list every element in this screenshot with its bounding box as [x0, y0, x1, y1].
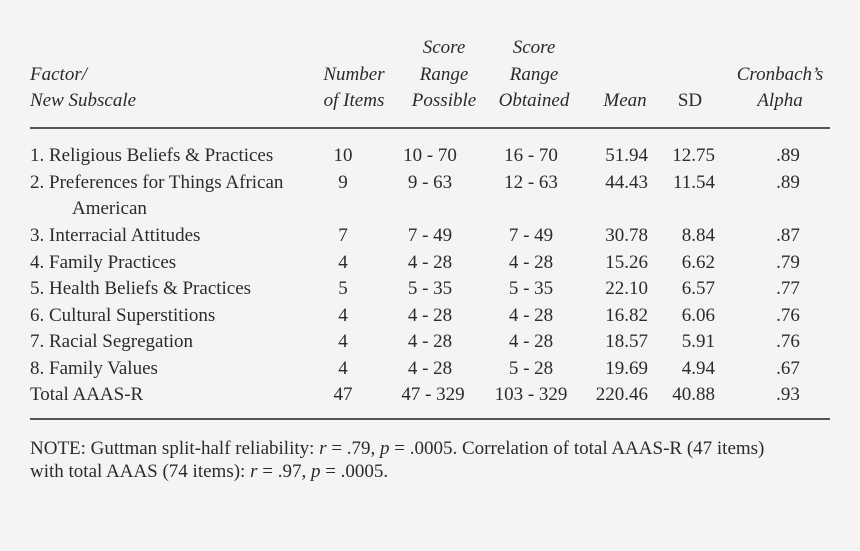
- row-mean: 19.69: [605, 358, 648, 379]
- row-possible: 47 - 329: [401, 384, 465, 405]
- row-possible: 7 - 49: [407, 225, 453, 246]
- row-obtained: 16 - 70: [504, 145, 558, 166]
- row-possible: 4 - 28: [407, 331, 453, 352]
- row-items: 47: [333, 384, 353, 405]
- bottom-rule: [30, 418, 830, 420]
- row-obtained: 5 - 35: [508, 278, 554, 299]
- row-sd: 6.62: [681, 252, 715, 273]
- row-items: 5: [338, 278, 348, 299]
- row-label: 1. Religious Beliefs & Practices: [30, 145, 274, 166]
- row-label-continued: American: [72, 198, 147, 219]
- row-obtained: 4 - 28: [508, 331, 554, 352]
- row-mean: 51.94: [605, 145, 648, 166]
- row-obtained: 5 - 28: [508, 358, 554, 379]
- header-possible-line1: Score: [422, 37, 466, 58]
- header-alpha-line1: Cronbach’s: [736, 64, 824, 85]
- row-mean: 30.78: [605, 225, 648, 246]
- header-obtained-line3: Obtained: [498, 90, 570, 111]
- row-label: 2. Preferences for Things African: [30, 172, 284, 193]
- row-obtained: 103 - 329: [494, 384, 568, 405]
- header-sd: SD: [677, 90, 703, 111]
- row-possible: 4 - 28: [407, 305, 453, 326]
- row-sd: 5.91: [681, 331, 715, 352]
- row-items: 4: [338, 305, 348, 326]
- header-alpha-line2: Alpha: [757, 90, 803, 111]
- row-alpha: .77: [776, 278, 800, 299]
- row-obtained: 7 - 49: [508, 225, 554, 246]
- row-items: 10: [333, 145, 353, 166]
- header-obtained-line1: Score: [512, 37, 556, 58]
- header-rule: [30, 127, 830, 129]
- row-label: 6. Cultural Superstitions: [30, 305, 216, 326]
- row-mean: 44.43: [605, 172, 648, 193]
- row-label: 4. Family Practices: [30, 252, 177, 273]
- row-mean: 22.10: [605, 278, 648, 299]
- header-mean: Mean: [603, 90, 647, 111]
- row-label: 3. Interracial Attitudes: [30, 225, 201, 246]
- row-items: 4: [338, 358, 348, 379]
- header-factor-line2: New Subscale: [30, 90, 137, 111]
- row-alpha: .87: [776, 225, 800, 246]
- header-items-line2: of Items: [323, 90, 385, 111]
- note-line-1: NOTE: Guttman split-half reliability: r …: [30, 438, 765, 459]
- row-possible: 4 - 28: [407, 358, 453, 379]
- row-obtained: 12 - 63: [504, 172, 558, 193]
- header-possible-line3: Possible: [411, 90, 477, 111]
- row-alpha: .89: [776, 172, 800, 193]
- row-sd: 4.94: [681, 358, 715, 379]
- row-mean: 15.26: [605, 252, 648, 273]
- header-obtained-line2: Range: [509, 64, 559, 85]
- row-label: 5. Health Beliefs & Practices: [30, 278, 252, 299]
- row-items: 9: [338, 172, 348, 193]
- row-alpha: .67: [776, 358, 800, 379]
- header-factor-line1: Factor/: [30, 64, 87, 85]
- row-items: 4: [338, 331, 348, 352]
- header-possible-line2: Range: [419, 64, 469, 85]
- row-obtained: 4 - 28: [508, 252, 554, 273]
- row-mean: 220.46: [595, 384, 648, 405]
- row-sd: 11.54: [672, 172, 715, 193]
- row-label: 8. Family Values: [30, 358, 158, 379]
- table-note: NOTE: Guttman split-half reliability: r …: [30, 437, 840, 483]
- row-alpha: .93: [776, 384, 800, 405]
- row-sd: 12.75: [672, 145, 715, 166]
- row-possible: 9 - 63: [407, 172, 453, 193]
- row-alpha: .79: [776, 252, 800, 273]
- row-possible: 5 - 35: [407, 278, 453, 299]
- row-sd: 8.84: [681, 225, 715, 246]
- note-line-2: with total AAAS (74 items): r = .97, p =…: [30, 461, 389, 482]
- row-possible: 4 - 28: [407, 252, 453, 273]
- row-items: 7: [338, 225, 348, 246]
- row-obtained: 4 - 28: [508, 305, 554, 326]
- header-items-line1: Number: [323, 64, 385, 85]
- row-possible: 10 - 70: [403, 145, 457, 166]
- row-alpha: .76: [776, 305, 800, 326]
- row-sd: 40.88: [672, 384, 715, 405]
- row-sd: 6.06: [681, 305, 715, 326]
- row-items: 4: [338, 252, 348, 273]
- row-mean: 16.82: [605, 305, 648, 326]
- row-label: Total AAAS-R: [30, 384, 144, 405]
- row-sd: 6.57: [681, 278, 715, 299]
- row-alpha: .76: [776, 331, 800, 352]
- row-alpha: .89: [776, 145, 800, 166]
- row-mean: 18.57: [605, 331, 648, 352]
- row-label: 7. Racial Segregation: [30, 331, 194, 352]
